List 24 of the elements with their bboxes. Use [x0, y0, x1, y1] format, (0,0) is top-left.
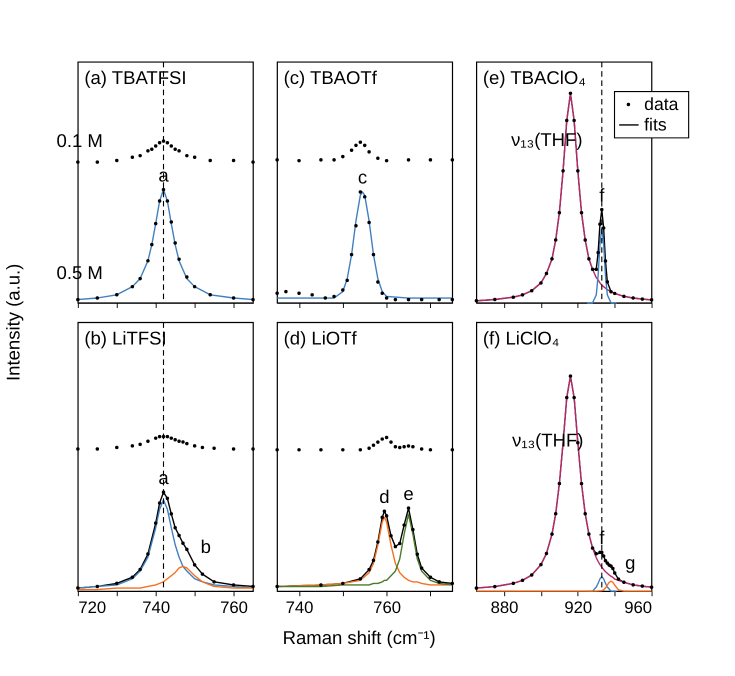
x-tick-label: 960 — [624, 598, 652, 617]
chart-title: (d) LiOTf — [284, 328, 358, 349]
legend-label: fits — [644, 114, 667, 134]
chart-title: (c) TBAOTf — [284, 67, 378, 88]
annotation: b — [200, 536, 211, 558]
y-axis-title: Intensity (a.u.) — [2, 264, 24, 381]
annotation: a — [158, 164, 170, 186]
x-tick-label: 740 — [142, 598, 170, 617]
chart-title: (b) LiTFSI — [84, 328, 167, 349]
x-tick-label: 740 — [286, 598, 314, 617]
annotation: d — [379, 486, 390, 507]
annotation: c — [358, 166, 368, 188]
x-tick-label: 720 — [78, 598, 106, 617]
chart-title: (e) TBAClO₄ — [482, 67, 586, 88]
chart-title: (a) TBATFSI — [84, 67, 187, 88]
chart-title: (f) LiClO₄ — [482, 328, 560, 349]
legend-label: data — [644, 94, 679, 114]
annotation: g — [625, 552, 636, 573]
x-axis-title: Raman shift (cm⁻¹) — [282, 626, 436, 648]
x-tick-label: 760 — [220, 598, 248, 617]
x-tick-label: 760 — [373, 598, 401, 617]
annotation: e — [403, 482, 414, 504]
x-tick-label: 880 — [490, 598, 518, 617]
x-tick-label: 920 — [564, 598, 592, 617]
